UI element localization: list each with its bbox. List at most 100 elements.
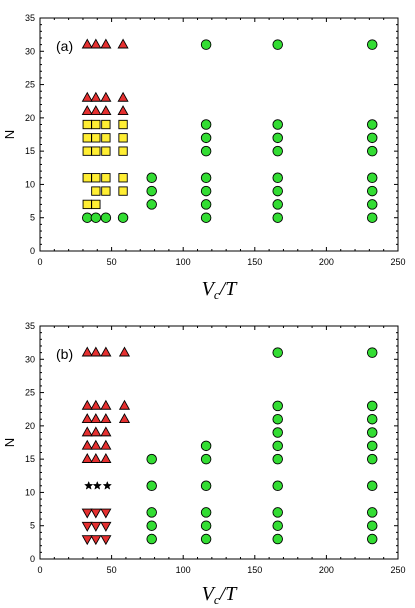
star-marker bbox=[92, 480, 102, 490]
y-tick-label: 25 bbox=[25, 80, 35, 90]
circle-marker bbox=[200, 39, 212, 50]
square-marker bbox=[118, 146, 128, 156]
triangle-down-marker bbox=[81, 508, 93, 519]
y-tick-label: 30 bbox=[25, 46, 35, 56]
triangle-up-marker bbox=[90, 453, 102, 463]
square-marker bbox=[91, 173, 101, 183]
circle-marker bbox=[272, 440, 283, 452]
circle-marker bbox=[200, 520, 212, 531]
circle-marker bbox=[272, 39, 283, 50]
x-tick-label: 250 bbox=[390, 565, 405, 575]
x-tick-label: 200 bbox=[319, 565, 334, 575]
y-tick-label: 10 bbox=[25, 487, 35, 497]
square-marker bbox=[82, 119, 92, 130]
triangle-up-marker bbox=[81, 426, 93, 437]
circle-marker bbox=[200, 507, 212, 518]
circle-marker bbox=[366, 119, 378, 130]
square-marker bbox=[82, 146, 92, 156]
panel-label: (a) bbox=[56, 38, 73, 54]
triangle-up-marker bbox=[118, 399, 131, 410]
chart-panel-b: 0 50 100 150 200 250 0 5 10 15 20 25 30 35 N Vc/T (b) bbox=[2, 321, 406, 607]
circle-marker bbox=[146, 520, 157, 531]
triangle-up-marker bbox=[81, 91, 93, 102]
triangle-up-marker bbox=[81, 413, 93, 424]
triangle-down-marker bbox=[90, 535, 102, 546]
circle-marker bbox=[272, 347, 283, 358]
y-tick-label: 5 bbox=[30, 213, 35, 223]
y-tick-label: 15 bbox=[25, 146, 35, 156]
circle-marker bbox=[146, 507, 157, 518]
circle-marker bbox=[366, 347, 378, 358]
circle-marker bbox=[200, 119, 212, 130]
square-marker bbox=[91, 133, 101, 143]
triangle-down-marker bbox=[90, 508, 102, 519]
circle-marker bbox=[90, 212, 102, 223]
circle-marker bbox=[146, 185, 157, 197]
x-tick-label: 50 bbox=[107, 257, 117, 267]
square-marker bbox=[91, 186, 101, 196]
circle-marker bbox=[272, 172, 283, 184]
triangle-up-marker bbox=[90, 346, 102, 357]
circle-marker bbox=[366, 132, 378, 144]
triangle-down-marker bbox=[100, 521, 112, 532]
circle-marker bbox=[272, 480, 283, 492]
square-marker bbox=[118, 186, 128, 196]
x-tick-label: 150 bbox=[247, 565, 262, 575]
square-marker bbox=[91, 199, 101, 210]
y-tick-label: 35 bbox=[25, 13, 35, 23]
triangle-up-marker bbox=[90, 399, 102, 410]
circle-marker bbox=[117, 212, 129, 223]
triangle-up-marker bbox=[118, 413, 131, 424]
y-axis-title: N bbox=[2, 438, 17, 447]
y-tick-label: 5 bbox=[30, 521, 35, 531]
triangle-up-marker bbox=[90, 439, 102, 450]
x-tick-label: 50 bbox=[107, 565, 117, 575]
circle-marker bbox=[146, 480, 157, 492]
y-tick-label: 35 bbox=[25, 321, 35, 331]
y-tick-label: 30 bbox=[25, 354, 35, 364]
x-axis-title: Vc/T bbox=[202, 583, 239, 607]
circle-marker bbox=[366, 427, 378, 438]
triangle-up-marker bbox=[118, 346, 131, 357]
triangle-up-marker bbox=[81, 453, 93, 463]
triangle-up-marker bbox=[117, 38, 129, 49]
square-marker bbox=[118, 119, 128, 130]
circle-marker bbox=[200, 453, 212, 465]
triangle-up-marker bbox=[100, 91, 112, 102]
circle-marker bbox=[272, 145, 283, 157]
circle-marker bbox=[200, 132, 212, 144]
circle-marker bbox=[366, 145, 378, 157]
triangle-up-marker bbox=[81, 346, 93, 357]
circle-marker bbox=[366, 185, 378, 197]
square-marker bbox=[101, 173, 111, 183]
circle-marker bbox=[200, 185, 212, 197]
circle-marker bbox=[272, 212, 283, 223]
triangle-up-marker bbox=[81, 399, 93, 410]
triangle-up-marker bbox=[100, 453, 112, 463]
y-tick-label: 20 bbox=[25, 113, 35, 123]
triangle-up-marker bbox=[90, 105, 102, 116]
x-tick-label: 100 bbox=[176, 565, 191, 575]
circle-marker bbox=[100, 212, 112, 223]
circle-marker bbox=[366, 212, 378, 223]
triangle-up-marker bbox=[90, 426, 102, 437]
circle-marker bbox=[272, 119, 283, 130]
circle-marker bbox=[200, 172, 212, 184]
triangle-up-marker bbox=[117, 105, 129, 116]
circle-marker bbox=[200, 440, 212, 452]
square-marker bbox=[101, 133, 111, 143]
star-marker bbox=[102, 480, 112, 490]
circle-marker bbox=[272, 413, 283, 425]
circle-marker bbox=[272, 427, 283, 438]
circle-marker bbox=[272, 185, 283, 197]
circle-marker bbox=[146, 533, 157, 545]
circle-marker bbox=[366, 413, 378, 425]
circle-marker bbox=[366, 520, 378, 531]
triangle-up-marker bbox=[81, 38, 93, 49]
chart-panel-a: 0 50 100 150 200 250 0 5 10 15 20 25 30 35 N Vc/T (a) bbox=[2, 13, 406, 302]
x-tick-label: 150 bbox=[247, 257, 262, 267]
circle-marker bbox=[366, 172, 378, 184]
circle-marker bbox=[366, 39, 378, 50]
plot-frame bbox=[39, 325, 399, 560]
